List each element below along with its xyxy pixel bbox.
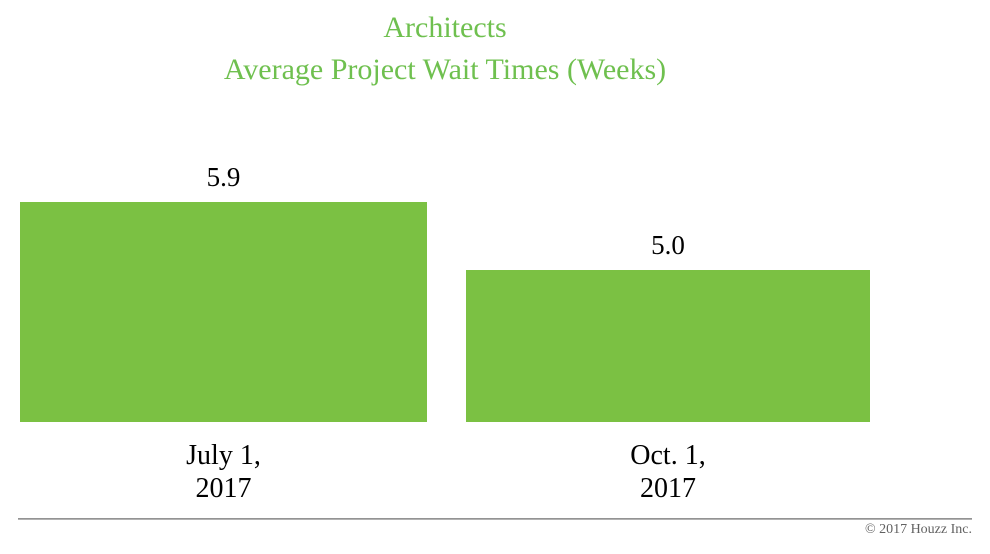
bar-value-label-july: 5.9 xyxy=(206,162,241,192)
copyright-text: © 2017 Houzz Inc. xyxy=(864,522,972,537)
x-axis-label-oct: Oct. 1, 2017 xyxy=(466,439,870,505)
x-axis-label-oct-line2: 2017 xyxy=(640,473,696,504)
chart-title: Architects Average Project Wait Times (W… xyxy=(0,7,890,91)
chart-title-line2: Average Project Wait Times (Weeks) xyxy=(223,53,667,86)
bar-group-oct-2017: 5.0 xyxy=(466,230,870,422)
x-axis-label-july: July 1, 2017 xyxy=(20,439,427,505)
bar-group-july-2017: 5.9 xyxy=(20,162,427,422)
x-axis-label-july-line1: July 1, xyxy=(186,440,261,471)
x-axis-label-july-line2: 2017 xyxy=(195,473,252,504)
footer-divider xyxy=(18,518,972,520)
bar-july-2017 xyxy=(20,202,427,422)
bar-oct-2017 xyxy=(466,270,870,422)
bar-value-label-oct: 5.0 xyxy=(651,230,685,260)
chart-title-line1: Architects xyxy=(383,11,507,44)
x-axis-label-oct-line1: Oct. 1, xyxy=(630,440,706,471)
